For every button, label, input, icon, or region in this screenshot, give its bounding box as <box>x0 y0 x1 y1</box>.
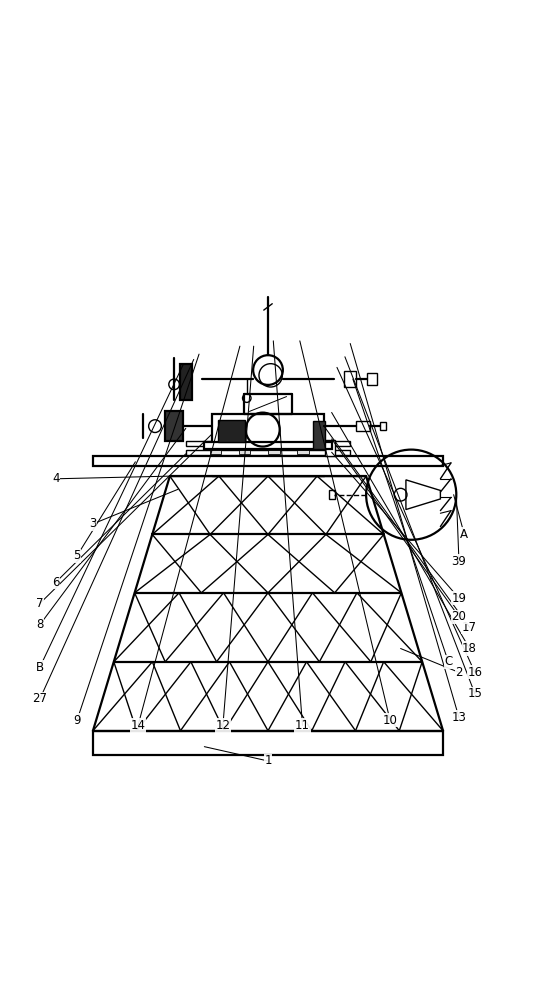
Text: 39: 39 <box>451 555 466 568</box>
Bar <box>165 411 183 441</box>
Bar <box>239 450 250 454</box>
Text: C: C <box>444 655 452 668</box>
Bar <box>297 450 309 454</box>
Text: 4: 4 <box>52 472 59 485</box>
Bar <box>297 442 309 446</box>
Bar <box>186 441 350 446</box>
Text: 11: 11 <box>295 719 310 732</box>
Text: 1: 1 <box>264 754 272 767</box>
Bar <box>380 422 386 430</box>
Bar <box>268 442 280 446</box>
Bar <box>218 420 245 442</box>
Bar <box>93 731 443 755</box>
Text: 6: 6 <box>52 576 59 589</box>
Text: 12: 12 <box>215 719 230 732</box>
Bar <box>239 442 250 446</box>
Text: 8: 8 <box>36 618 43 631</box>
Text: 18: 18 <box>462 642 477 655</box>
Bar <box>344 371 355 387</box>
Text: 17: 17 <box>462 621 477 634</box>
Bar <box>212 414 324 449</box>
Text: 3: 3 <box>90 517 96 530</box>
Bar <box>268 450 280 454</box>
Bar <box>313 421 325 449</box>
Text: 5: 5 <box>73 549 81 562</box>
Text: 9: 9 <box>73 714 81 727</box>
Text: 7: 7 <box>36 597 43 610</box>
Text: 19: 19 <box>451 592 466 605</box>
Text: 15: 15 <box>467 687 482 700</box>
Bar <box>181 364 192 400</box>
Bar <box>93 456 443 466</box>
Bar <box>325 440 335 456</box>
Text: A: A <box>460 528 468 541</box>
Bar <box>210 442 221 446</box>
Text: 20: 20 <box>451 610 466 623</box>
Text: 27: 27 <box>32 692 47 705</box>
Text: 16: 16 <box>467 666 482 679</box>
Bar <box>186 450 350 455</box>
Bar <box>355 421 370 431</box>
Bar <box>367 373 377 385</box>
Text: 14: 14 <box>131 719 146 732</box>
Text: B: B <box>36 661 44 674</box>
Bar <box>329 490 336 499</box>
Text: 2: 2 <box>455 666 463 679</box>
Text: 10: 10 <box>383 714 397 727</box>
Bar <box>210 450 221 454</box>
Text: 13: 13 <box>451 711 466 724</box>
Bar <box>204 442 332 449</box>
